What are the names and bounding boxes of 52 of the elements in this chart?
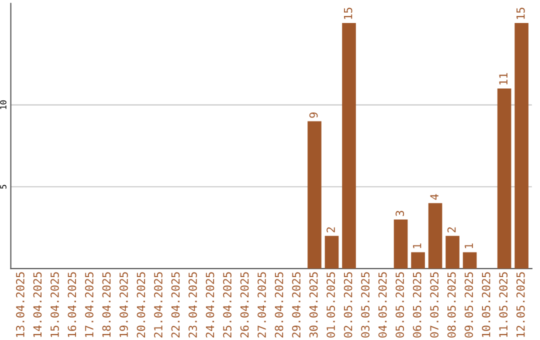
- x-tick-label: 09.05.2025: [464, 272, 474, 338]
- x-tick-label: 05.05.2025: [396, 272, 404, 338]
- bar: [428, 203, 442, 269]
- x-tick-label: 21.04.2025: [154, 272, 162, 338]
- data-label: 1: [413, 244, 422, 248]
- x-tick-label: 03.05.2025: [361, 272, 370, 338]
- x-tick-label: 02.05.2025: [344, 272, 352, 338]
- y-tick-label: 10: [0, 100, 6, 109]
- bar: [462, 252, 477, 269]
- x-tick-label: 10.05.2025: [482, 272, 490, 337]
- x-tick-label: 30.04.2025: [309, 272, 318, 338]
- bar: [308, 121, 322, 269]
- x-tick-label: 19.04.2025: [120, 272, 128, 337]
- data-label: 2: [326, 227, 335, 232]
- x-tick-label: 24.04.2025: [206, 272, 214, 338]
- x-tick-label: 25.04.2025: [223, 272, 232, 338]
- data-label: 15: [516, 8, 525, 19]
- x-tick-label: 23.04.2025: [188, 272, 197, 338]
- bar: [394, 219, 408, 269]
- bar: [411, 252, 425, 269]
- x-tick-label: 28.04.2025: [274, 272, 284, 338]
- x-tick-label: 01.05.2025: [326, 272, 335, 338]
- x-tick-label: 04.05.2025: [378, 272, 387, 338]
- x-tick-label: 07.05.2025: [430, 272, 439, 338]
- x-tick-label: 15.04.2025: [50, 272, 59, 337]
- bar: [514, 23, 528, 269]
- data-label: 1: [464, 244, 473, 248]
- x-tick-label: 08.05.2025: [447, 272, 456, 338]
- data-label: 11: [499, 73, 508, 84]
- x-tick-label: 11.05.2025: [499, 272, 508, 337]
- x-tick-label: 16.04.2025: [68, 272, 76, 337]
- bar: [497, 88, 512, 269]
- x-tick-label: 12.05.2025: [516, 272, 525, 337]
- x-tick-label: 22.04.2025: [171, 272, 180, 338]
- bar: [342, 23, 356, 269]
- x-tick-label: 26.04.2025: [240, 272, 249, 338]
- bar: [446, 236, 460, 269]
- data-label: 4: [430, 194, 438, 200]
- x-tick-label: 14.04.2025: [33, 272, 42, 337]
- x-tick-label: 06.05.2025: [412, 272, 422, 338]
- data-label: 9: [309, 112, 318, 118]
- x-tick-label: 29.04.2025: [292, 272, 300, 338]
- x-tick-label: 13.04.2025: [16, 272, 24, 337]
- x-tick-label: 17.04.2025: [85, 272, 94, 337]
- y-tick-label: 5: [0, 184, 6, 189]
- x-tick-label: 20.04.2025: [136, 272, 146, 338]
- data-label: 2: [447, 227, 456, 232]
- x-tick-label: 27.04.2025: [258, 272, 266, 338]
- x-tick-label: 18.04.2025: [102, 272, 111, 337]
- data-label: 3: [396, 210, 404, 216]
- bar: [324, 236, 339, 269]
- data-label: 15: [344, 8, 352, 19]
